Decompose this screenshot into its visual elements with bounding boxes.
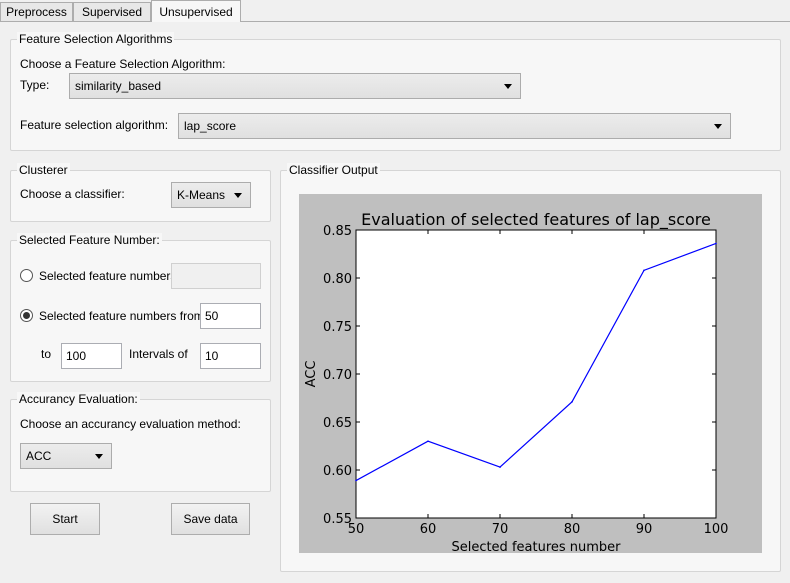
interval-input[interactable]: 10 [200,343,261,369]
classifier-select[interactable]: K-Means [171,182,251,208]
x-axis-label: Selected features number [451,540,621,553]
y-tick-label: 0.80 [323,272,352,287]
y-tick-label: 0.55 [323,512,352,527]
x-tick-label: 50 [348,522,365,537]
tab-supervised[interactable]: Supervised [73,2,151,21]
to-input[interactable]: 100 [61,343,122,369]
type-label: Type: [20,78,50,92]
clusterer-title: Clusterer [17,163,70,177]
feature-selection-title: Feature Selection Algorithms [17,32,175,46]
to-label: to [41,347,52,361]
x-tick-label: 70 [492,522,509,537]
classifier-output-title: Classifier Output [287,163,380,177]
data-point [355,479,357,482]
data-point [715,242,717,245]
y-tick-label: 0.65 [323,416,352,431]
y-tick-label: 0.85 [323,224,352,239]
accuracy-select-value: ACC [26,449,52,463]
x-tick-label: 100 [704,522,729,537]
choose-algorithm-label: Choose a Feature Selection Algorithm: [20,57,226,71]
y-tick-label: 0.70 [323,368,352,383]
tab-bar: Preprocess Supervised Unsupervised [0,0,790,22]
chevron-down-icon [95,454,103,459]
radio-feature-range[interactable] [20,309,33,322]
plot-area [355,229,717,519]
algorithm-select[interactable]: lap_score [178,113,731,139]
feature-numbers-label: Selected feature numbers: [39,269,180,283]
tab-divider [0,21,790,22]
chart-title: Evaluation of selected features of lap_s… [361,210,711,230]
data-point [643,269,645,272]
feature-number-title: Selected Feature Number: [17,233,162,247]
interval-label: Intervals of [129,347,188,361]
x-tick-label: 60 [420,522,437,537]
feature-numbers-input[interactable] [171,263,261,289]
algorithm-label: Feature selection algorithm: [20,118,169,132]
choose-accuracy-label: Choose an accurancy evaluation method: [20,417,241,431]
save-data-button[interactable]: Save data [171,503,250,535]
data-point [499,466,501,468]
tab-unsupervised[interactable]: Unsupervised [151,0,241,22]
plot-figure: Evaluation of selected features of lap_s… [299,194,762,555]
y-axis-label: ACC [304,361,319,388]
from-input[interactable]: 50 [200,303,261,329]
feature-range-label: Selected feature numbers from [39,309,204,323]
x-tick-label: 90 [636,522,653,537]
x-tick-label: 80 [564,522,581,537]
algorithm-select-value: lap_score [184,119,237,133]
y-tick-label: 0.60 [323,464,352,479]
chevron-down-icon [234,193,242,198]
feature-selection-group: Feature Selection Algorithms Choose a Fe… [10,32,781,151]
series-line-acc [355,242,717,482]
tab-preprocess[interactable]: Preprocess [0,2,73,21]
accuracy-select[interactable]: ACC [20,443,112,469]
accuracy-title: Accurancy Evaluation: [17,392,140,406]
type-select-value: similarity_based [75,79,162,93]
data-point [427,440,429,442]
chevron-down-icon [714,124,722,129]
y-tick-label: 0.75 [323,320,352,335]
chart-svg: Evaluation of selected features of lap_s… [304,210,729,555]
feature-number-group: Selected Feature Number: Selected featur… [10,233,271,382]
choose-classifier-label: Choose a classifier: [20,187,125,201]
accuracy-group: Accurancy Evaluation: Choose an accuranc… [10,392,271,492]
type-select[interactable]: similarity_based [69,73,521,99]
clusterer-group: Clusterer Choose a classifier: K-Means [10,163,271,222]
chevron-down-icon [504,84,512,89]
start-button[interactable]: Start [30,503,100,535]
data-point [571,401,573,403]
radio-feature-numbers[interactable] [20,269,33,282]
classifier-select-value: K-Means [177,188,226,202]
